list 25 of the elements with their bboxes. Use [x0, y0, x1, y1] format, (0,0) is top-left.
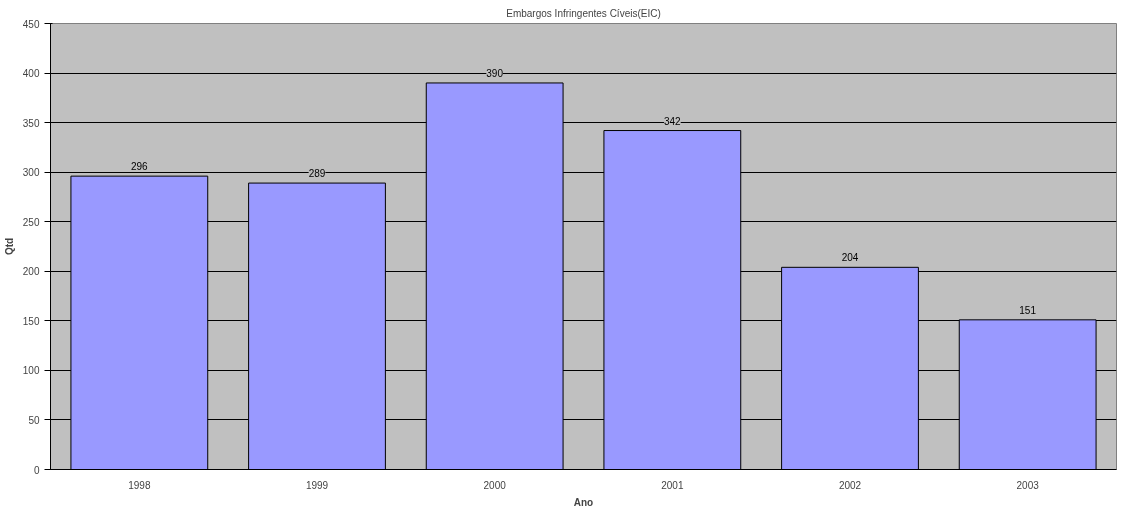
x-axis-title: Ano: [573, 496, 594, 508]
x-tick-label: 2003: [1016, 479, 1040, 491]
y-tick-label: 300: [22, 167, 40, 179]
x-tick-label: 1998: [128, 479, 151, 491]
y-tick-label: 200: [22, 266, 40, 278]
y-tick-label: 150: [22, 315, 40, 327]
data-label: 390: [486, 67, 504, 79]
chart-title: Embargos Infringentes Cíveis(EIC): [506, 7, 661, 19]
data-label: 342: [663, 115, 682, 127]
x-tick-label: 1999: [305, 479, 329, 491]
y-tick-label: 450: [22, 18, 40, 30]
y-axis-title: Qtd: [3, 237, 15, 256]
data-label: 289: [308, 168, 326, 180]
x-tick-label: 2002: [838, 479, 862, 491]
y-tick-label: 0: [33, 464, 40, 476]
data-label: 204: [841, 252, 859, 264]
y-tick-label: 50: [28, 414, 40, 426]
x-tick-label: 2001: [661, 479, 684, 491]
x-tick-label: 2000: [483, 479, 507, 491]
data-label: 296: [130, 161, 149, 173]
y-tick-label: 100: [22, 365, 40, 377]
data-label: 151: [1019, 304, 1037, 316]
y-tick-label: 400: [22, 68, 40, 80]
y-tick-label: 250: [22, 216, 40, 228]
y-tick-label: 350: [22, 117, 40, 129]
